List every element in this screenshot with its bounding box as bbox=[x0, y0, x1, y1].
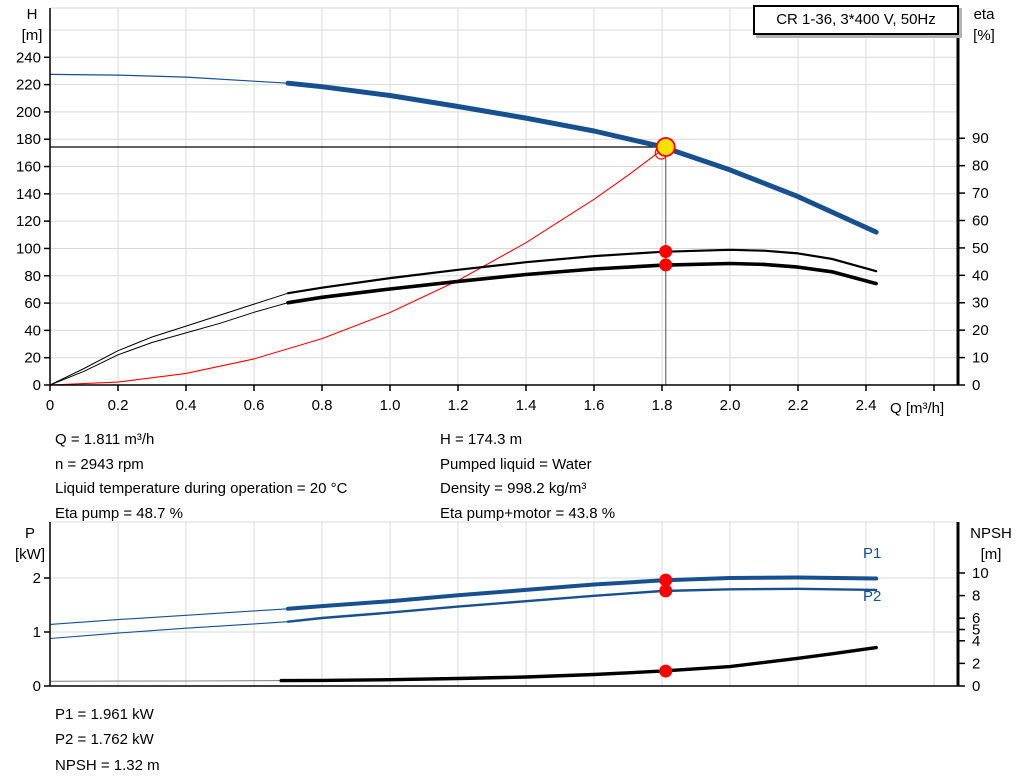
eta-axis-title-line2: [%] bbox=[973, 27, 995, 44]
svg-text:20: 20 bbox=[972, 322, 989, 339]
svg-text:0.2: 0.2 bbox=[108, 397, 129, 414]
svg-text:6: 6 bbox=[972, 610, 980, 627]
p-axis-title: P [kW] bbox=[8, 523, 52, 565]
svg-text:10: 10 bbox=[972, 565, 989, 582]
npsh-axis-title-line2: [m] bbox=[980, 546, 1002, 563]
npsh-axis-title: NPSH [m] bbox=[960, 523, 1022, 565]
svg-text:2.2: 2.2 bbox=[788, 397, 809, 414]
svg-text:240: 240 bbox=[16, 49, 41, 66]
svg-text:0.4: 0.4 bbox=[176, 397, 197, 414]
top-chart-gridlines bbox=[50, 7, 958, 385]
info-line-pumped-liquid: Pumped liquid = Water bbox=[440, 455, 592, 473]
info-line-density: Density = 998.2 kg/m³ bbox=[440, 480, 587, 498]
svg-text:90: 90 bbox=[972, 130, 989, 147]
info-line-npsh: NPSH = 1.32 m bbox=[55, 756, 160, 774]
svg-text:30: 30 bbox=[972, 295, 989, 312]
svg-text:0: 0 bbox=[46, 397, 54, 414]
duty-point-marker[interactable] bbox=[655, 137, 676, 157]
top-duty-markers[interactable] bbox=[654, 137, 676, 272]
svg-text:0.6: 0.6 bbox=[244, 397, 265, 414]
svg-text:120: 120 bbox=[16, 213, 41, 230]
system-curve bbox=[49, 146, 667, 386]
svg-text:70: 70 bbox=[972, 185, 989, 202]
svg-text:1.0: 1.0 bbox=[380, 397, 401, 414]
p-axis-title-line1: P bbox=[24, 525, 35, 542]
top-chart-axes: 0 20 40 60 80 100 120 140 160 180 200 220 240 0 10 20 30… bbox=[16, 8, 989, 414]
svg-text:200: 200 bbox=[16, 104, 41, 121]
info-line-n: n = 2943 rpm bbox=[55, 455, 144, 473]
svg-text:0: 0 bbox=[33, 678, 41, 695]
eta-curves bbox=[49, 248, 879, 386]
svg-text:2.4: 2.4 bbox=[856, 397, 877, 414]
eta-axis-title: eta [%] bbox=[962, 4, 1006, 46]
info-line-temperature: Liquid temperature during operation = 20… bbox=[55, 480, 348, 498]
svg-text:2: 2 bbox=[972, 655, 980, 672]
svg-text:0: 0 bbox=[33, 377, 41, 394]
info-line-eta-pump-motor: Eta pump+motor = 43.8 % bbox=[440, 504, 616, 522]
p2-curve-label: P2 bbox=[863, 588, 882, 605]
svg-text:1.6: 1.6 bbox=[584, 397, 605, 414]
svg-text:50: 50 bbox=[972, 240, 989, 257]
info-line-q: Q = 1.811 m³/h bbox=[55, 431, 155, 448]
svg-text:100: 100 bbox=[16, 240, 41, 257]
npsh-duty-dot[interactable] bbox=[659, 664, 673, 678]
svg-text:40: 40 bbox=[972, 267, 989, 284]
svg-text:2.0: 2.0 bbox=[720, 397, 741, 414]
svg-text:80: 80 bbox=[972, 158, 989, 175]
svg-text:8: 8 bbox=[972, 588, 980, 605]
info-line-p2: P2 = 1.762 kW bbox=[55, 731, 154, 749]
npsh-curve bbox=[49, 645, 878, 683]
duty-info-right: H = 174.3 m Pumped liquid = Water Densit… bbox=[440, 428, 615, 526]
svg-text:40: 40 bbox=[24, 322, 41, 339]
p1-curve-label: P1 bbox=[863, 545, 882, 562]
svg-text:220: 220 bbox=[16, 77, 41, 94]
eta-pump-duty-dot[interactable] bbox=[659, 244, 673, 258]
svg-text:140: 140 bbox=[16, 186, 41, 203]
bottom-chart-gridlines bbox=[50, 521, 958, 686]
svg-text:5: 5 bbox=[972, 622, 980, 639]
svg-text:0.8: 0.8 bbox=[312, 397, 333, 414]
duty-reference-lines bbox=[50, 146, 667, 385]
info-line-p1: P1 = 1.961 kW bbox=[55, 706, 154, 723]
svg-text:1.4: 1.4 bbox=[516, 397, 537, 414]
eta-pump-motor-duty-dot[interactable] bbox=[659, 258, 673, 272]
info-line-h: H = 174.3 m bbox=[440, 431, 523, 448]
h-curve bbox=[49, 73, 879, 235]
svg-text:1: 1 bbox=[33, 624, 41, 641]
svg-text:2: 2 bbox=[33, 570, 41, 587]
svg-text:1.2: 1.2 bbox=[448, 397, 469, 414]
svg-text:80: 80 bbox=[24, 268, 41, 285]
npsh-axis-title-line1: NPSH bbox=[970, 525, 1012, 542]
duty-info-bottom: P1 = 1.961 kW P2 = 1.762 kW NPSH = 1.32 … bbox=[55, 702, 160, 778]
svg-text:4: 4 bbox=[972, 633, 980, 650]
svg-text:0: 0 bbox=[972, 377, 980, 394]
svg-text:180: 180 bbox=[16, 131, 41, 148]
p2-duty-dot[interactable] bbox=[659, 584, 673, 598]
p1-duty-dot[interactable] bbox=[659, 573, 673, 587]
bottom-chart-axes: 0 1 2 0 2 456 8 10 bbox=[33, 522, 989, 695]
svg-text:10: 10 bbox=[972, 350, 989, 367]
duty-info-left: Q = 1.811 m³/h n = 2943 rpm Liquid tempe… bbox=[55, 428, 347, 526]
svg-text:1.8: 1.8 bbox=[652, 397, 673, 414]
svg-text:20: 20 bbox=[24, 350, 41, 367]
pump-title-box: CR 1-36, 3*400 V, 50Hz bbox=[753, 5, 959, 35]
h-axis-title: H [m] bbox=[10, 4, 54, 46]
info-line-eta-pump: Eta pump = 48.7 % bbox=[55, 504, 183, 522]
svg-text:60: 60 bbox=[24, 295, 41, 312]
svg-text:0: 0 bbox=[972, 678, 980, 695]
h-axis-title-line2: [m] bbox=[21, 27, 43, 44]
p-axis-title-line2: [kW] bbox=[15, 546, 45, 563]
eta-axis-title-line1: eta bbox=[973, 6, 995, 23]
bottom-duty-markers[interactable] bbox=[659, 573, 673, 678]
power-curves bbox=[49, 575, 879, 640]
svg-text:60: 60 bbox=[972, 212, 989, 229]
q-axis-title: Q [m³/h] bbox=[890, 400, 945, 417]
svg-text:160: 160 bbox=[16, 159, 41, 176]
h-axis-title-line1: H bbox=[26, 6, 38, 23]
